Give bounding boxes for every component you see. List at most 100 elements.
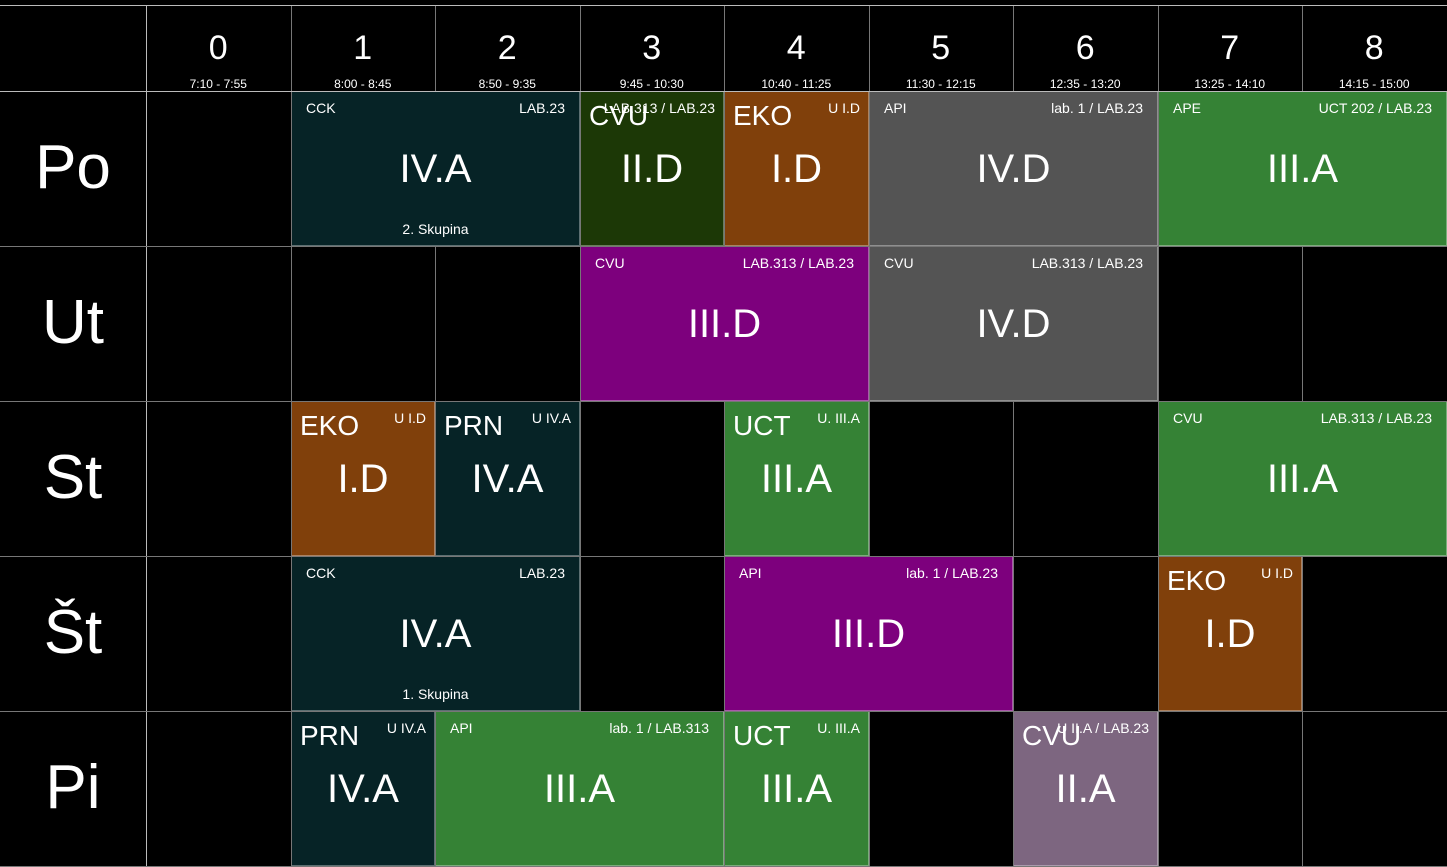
- grid-line: [0, 556, 1447, 557]
- grid-line: [0, 5, 1447, 6]
- lesson-subject: CCK: [306, 100, 336, 116]
- lesson-cell[interactable]: APE UCT 202 / LAB.23 III.A: [1159, 92, 1447, 246]
- period-header: 0 7:10 - 7:55: [146, 5, 291, 91]
- period-header: 2 8:50 - 9:35: [435, 5, 580, 91]
- lesson-room: U IV.A: [531, 410, 571, 426]
- lesson-room: LAB.313 / LAB.23: [1031, 255, 1143, 271]
- lesson-room: U IV.A: [386, 720, 426, 736]
- period-time: 13:25 - 14:10: [1194, 77, 1266, 91]
- lesson-subject: EKO: [1167, 565, 1227, 596]
- lesson-subject: CVU: [1173, 410, 1203, 426]
- day-label: Po: [35, 133, 111, 202]
- lesson-cell[interactable]: API lab. 1 / LAB.23 IV.D: [870, 92, 1158, 246]
- lesson-room: U II.A / LAB.23: [1057, 720, 1149, 736]
- period-header: 8 14:15 - 15:00: [1302, 5, 1447, 91]
- period-header: 6 12:35 - 13:20: [1013, 5, 1158, 91]
- lesson-class: IV.D: [976, 147, 1051, 191]
- lesson-cell[interactable]: UCT U. III.A III.A: [725, 712, 869, 866]
- lesson-class: II.A: [1055, 767, 1116, 811]
- lesson-group: 2. Skupina: [402, 221, 469, 237]
- grid-line: [291, 5, 292, 867]
- lesson-class: III.A: [543, 767, 616, 811]
- lesson-cell[interactable]: EKO U I.D I.D: [292, 402, 435, 556]
- grid-line: [0, 401, 1447, 402]
- lesson-cell[interactable]: CCK LAB.23 IV.A 1. Skupina: [292, 557, 580, 711]
- lesson-subject: CVU: [884, 255, 914, 271]
- lesson-class: IV.A: [399, 612, 472, 656]
- lesson-cell[interactable]: CCK LAB.23 IV.A 2. Skupina: [292, 92, 580, 246]
- grid-line: [0, 91, 1447, 92]
- lesson-room: lab. 1 / LAB.23: [1051, 100, 1143, 116]
- period-number: 3: [642, 29, 662, 67]
- period-header: 5 11:30 - 12:15: [869, 5, 1014, 91]
- lesson-class: I.D: [770, 147, 823, 191]
- period-number: 2: [497, 29, 517, 67]
- lesson-subject: PRN: [444, 410, 504, 441]
- lesson-room: U I.D: [1261, 565, 1293, 581]
- lesson-class: I.D: [337, 457, 389, 501]
- lesson-cell[interactable]: UCT U. III.A III.A: [725, 402, 869, 556]
- lesson-subject: PRN: [300, 720, 360, 751]
- grid-line: [724, 5, 725, 867]
- lesson-subject: UCT: [733, 410, 791, 441]
- lesson-group: 1. Skupina: [402, 686, 469, 702]
- lesson-subject: EKO: [733, 100, 793, 131]
- lesson-class: III.D: [687, 302, 762, 346]
- lesson-class: IV.D: [976, 302, 1051, 346]
- grid-line: [146, 5, 147, 867]
- lesson-class: IV.A: [471, 457, 544, 501]
- lesson-cell[interactable]: API lab. 1 / LAB.313 III.A: [436, 712, 724, 866]
- grid-line: [0, 246, 1447, 247]
- lesson-room: LAB.313 / LAB.23: [742, 255, 854, 271]
- lesson-cell[interactable]: API lab. 1 / LAB.23 III.D: [725, 557, 1013, 711]
- lesson-class: IV.A: [399, 147, 472, 191]
- day-label: Ut: [42, 288, 104, 357]
- period-number: 7: [1220, 29, 1240, 67]
- lesson-class: III.A: [760, 457, 833, 501]
- lesson-room: U I.D: [394, 410, 426, 426]
- lesson-room: LAB.23: [519, 100, 565, 116]
- grid-line: [1158, 5, 1159, 867]
- lesson-room: lab. 1 / LAB.23: [906, 565, 998, 581]
- day-label: Pi: [45, 753, 101, 822]
- lesson-room: LAB.313 / LAB.23: [1320, 410, 1432, 426]
- period-number: 6: [1075, 29, 1095, 67]
- lesson-cell[interactable]: CVU LAB.313 / LAB.23 III.D: [581, 247, 869, 401]
- period-time: 8:50 - 9:35: [478, 77, 536, 91]
- lesson-cell[interactable]: CVU LAB.313 / LAB.23 III.A: [1159, 402, 1447, 556]
- period-header: 1 8:00 - 8:45: [291, 5, 436, 91]
- period-time: 8:00 - 8:45: [334, 77, 392, 91]
- day-label: St: [43, 443, 103, 512]
- lesson-cell[interactable]: EKO U I.D I.D: [1159, 557, 1302, 711]
- lesson-room: U. III.A: [817, 720, 860, 736]
- period-time: 12:35 - 13:20: [1049, 77, 1121, 91]
- lesson-room: LAB.313 / LAB.23: [603, 100, 715, 116]
- period-time: 10:40 - 11:25: [761, 77, 832, 91]
- lesson-subject: API: [884, 100, 907, 116]
- lesson-class: III.A: [1266, 147, 1339, 191]
- lesson-class: II.D: [620, 147, 684, 191]
- lesson-subject: CVU: [595, 255, 625, 271]
- period-header: 4 10:40 - 11:25: [724, 5, 869, 91]
- lesson-cell[interactable]: EKO U I.D I.D: [725, 92, 869, 246]
- lesson-room: lab. 1 / LAB.313: [609, 720, 709, 736]
- lesson-subject: CCK: [306, 565, 336, 581]
- lesson-room: LAB.23: [519, 565, 565, 581]
- lesson-class: III.A: [1266, 457, 1339, 501]
- lesson-room: U I.D: [828, 100, 860, 116]
- lesson-subject: API: [739, 565, 762, 581]
- lesson-class: III.A: [760, 767, 833, 811]
- lesson-subject: APE: [1173, 100, 1202, 116]
- period-number: 4: [786, 29, 806, 67]
- lesson-cell[interactable]: CVU LAB.313 / LAB.23 IV.D: [870, 247, 1158, 401]
- lesson-cell[interactable]: PRN U IV.A IV.A: [436, 402, 580, 556]
- period-header: 7 13:25 - 14:10: [1158, 5, 1303, 91]
- grid-line: [580, 5, 581, 867]
- lesson-cell[interactable]: CVU LAB.313 / LAB.23 II.D: [581, 92, 724, 246]
- period-number: 1: [353, 29, 373, 67]
- lesson-subject: CVU: [589, 100, 649, 131]
- lesson-cell[interactable]: CVU U II.A / LAB.23 II.A: [1014, 712, 1158, 866]
- lesson-subject: CVU: [1022, 720, 1082, 751]
- lesson-cell[interactable]: PRN U IV.A IV.A: [292, 712, 435, 866]
